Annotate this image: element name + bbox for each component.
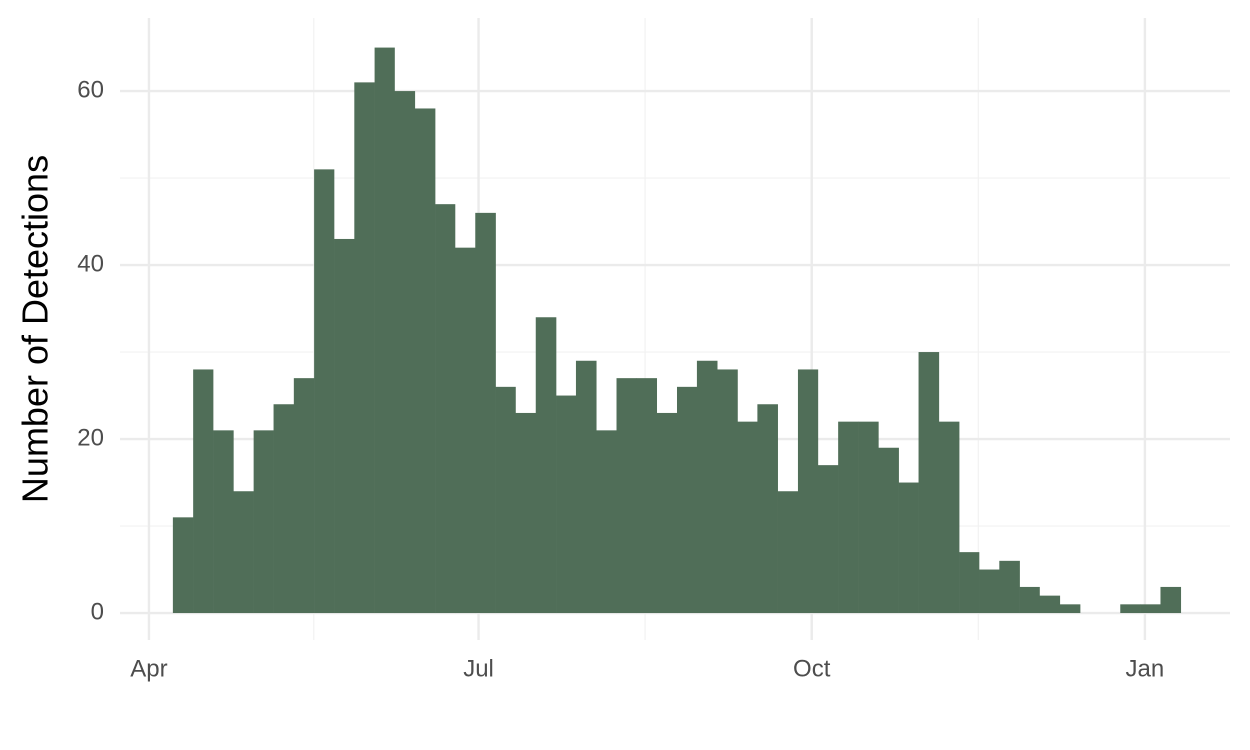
bar <box>435 204 456 614</box>
bar <box>636 378 658 614</box>
bar <box>475 212 496 614</box>
bar <box>918 352 940 614</box>
bar <box>556 395 577 614</box>
bar <box>172 517 194 614</box>
bar <box>1120 604 1141 614</box>
bar <box>575 360 597 614</box>
bar <box>717 369 738 614</box>
bar <box>838 421 859 614</box>
bar <box>999 560 1020 614</box>
bar <box>334 238 355 614</box>
bar <box>656 412 678 614</box>
bar <box>616 378 637 614</box>
x-tick-label: Oct <box>793 655 831 682</box>
bar <box>1039 595 1061 614</box>
bar <box>273 404 295 614</box>
bar <box>1059 604 1081 614</box>
bar <box>1140 604 1161 614</box>
bar <box>878 447 899 614</box>
y-tick-label: 40 <box>77 250 104 277</box>
bar <box>253 430 274 614</box>
bar <box>938 421 960 614</box>
bar <box>515 412 537 614</box>
bar <box>817 465 839 614</box>
bar <box>454 247 476 614</box>
bar <box>213 430 234 614</box>
y-tick-label: 0 <box>91 598 104 625</box>
bar <box>676 386 698 614</box>
bar <box>414 108 436 614</box>
bar <box>777 491 799 614</box>
bar <box>959 552 980 614</box>
bar <box>495 386 516 614</box>
y-tick-label: 20 <box>77 424 104 451</box>
bar <box>535 317 557 614</box>
x-tick-label: Apr <box>130 655 167 682</box>
bar <box>596 430 617 614</box>
x-tick-label: Jan <box>1126 655 1165 682</box>
bar <box>314 169 335 614</box>
bar <box>737 421 758 614</box>
bar <box>1160 586 1182 614</box>
bar <box>354 82 375 614</box>
x-tick-label: Jul <box>463 655 494 682</box>
bar <box>757 404 778 614</box>
bar <box>696 360 718 614</box>
bar <box>979 569 1000 614</box>
bar <box>394 91 416 614</box>
bar <box>898 482 919 614</box>
bar <box>374 47 395 614</box>
y-tick-label: 60 <box>77 76 104 103</box>
bar <box>293 378 315 614</box>
bar <box>1019 586 1040 614</box>
bar <box>193 369 214 614</box>
bar <box>858 421 879 614</box>
bar <box>797 369 819 614</box>
bar <box>233 491 254 614</box>
y-axis-title: Number of Detections <box>15 155 56 503</box>
